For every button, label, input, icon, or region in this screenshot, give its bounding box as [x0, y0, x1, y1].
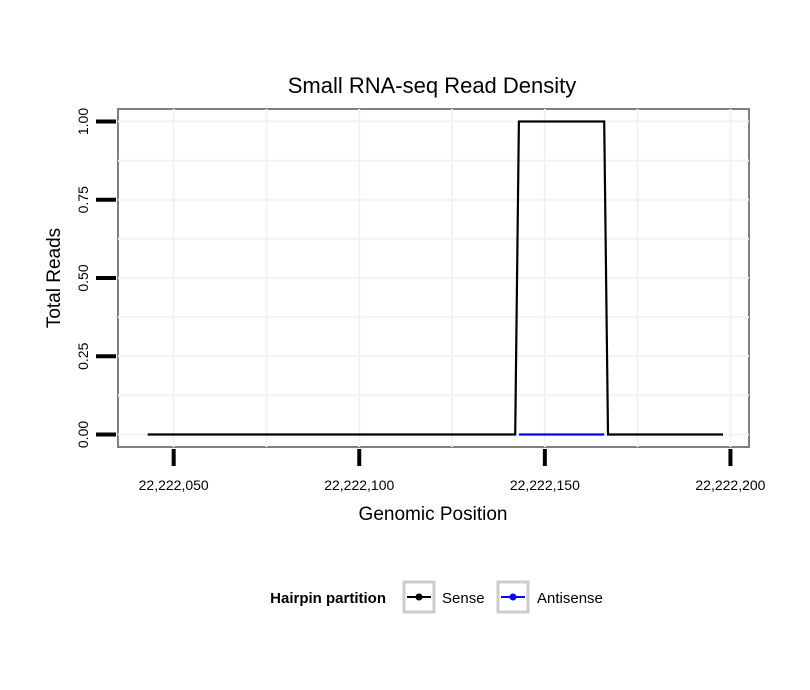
legend-label-antisense: Antisense — [537, 590, 603, 607]
legend-dot-antisense — [509, 593, 517, 601]
y-tick-label-3: 0.75 — [75, 186, 91, 213]
y-tick-label-1: 0.25 — [75, 342, 91, 369]
legend-dot-sense — [415, 593, 423, 601]
y-axis-title: Total Reads — [44, 228, 65, 328]
y-tick-label-4: 1.00 — [75, 108, 91, 135]
grid — [118, 109, 749, 447]
y-tick-label-0: 0.00 — [75, 421, 91, 448]
y-axis: 0.00 0.25 0.50 0.75 1.00 — [75, 108, 116, 448]
legend-title: Hairpin partition — [270, 590, 386, 607]
chart-title: Small RNA-seq Read Density — [288, 73, 577, 98]
series-layer — [147, 120, 723, 436]
legend-item-sense: Sense — [402, 580, 485, 614]
x-axis-title: Genomic Position — [359, 504, 508, 525]
legend-item-antisense: Antisense — [496, 580, 603, 614]
x-tick-label-3: 22,222,200 — [695, 477, 765, 493]
x-tick-label-1: 22,222,100 — [324, 477, 394, 493]
legend-label-sense: Sense — [442, 590, 485, 607]
legend: Hairpin partition Sense Antisense — [270, 580, 603, 614]
series-line-sense — [147, 120, 723, 436]
x-tick-label-2: 22,222,150 — [510, 477, 580, 493]
x-axis: 22,222,050 22,222,100 22,222,150 22,222,200 — [139, 449, 766, 493]
y-tick-label-2: 0.50 — [75, 264, 91, 291]
x-tick-label-0: 22,222,050 — [139, 477, 209, 493]
